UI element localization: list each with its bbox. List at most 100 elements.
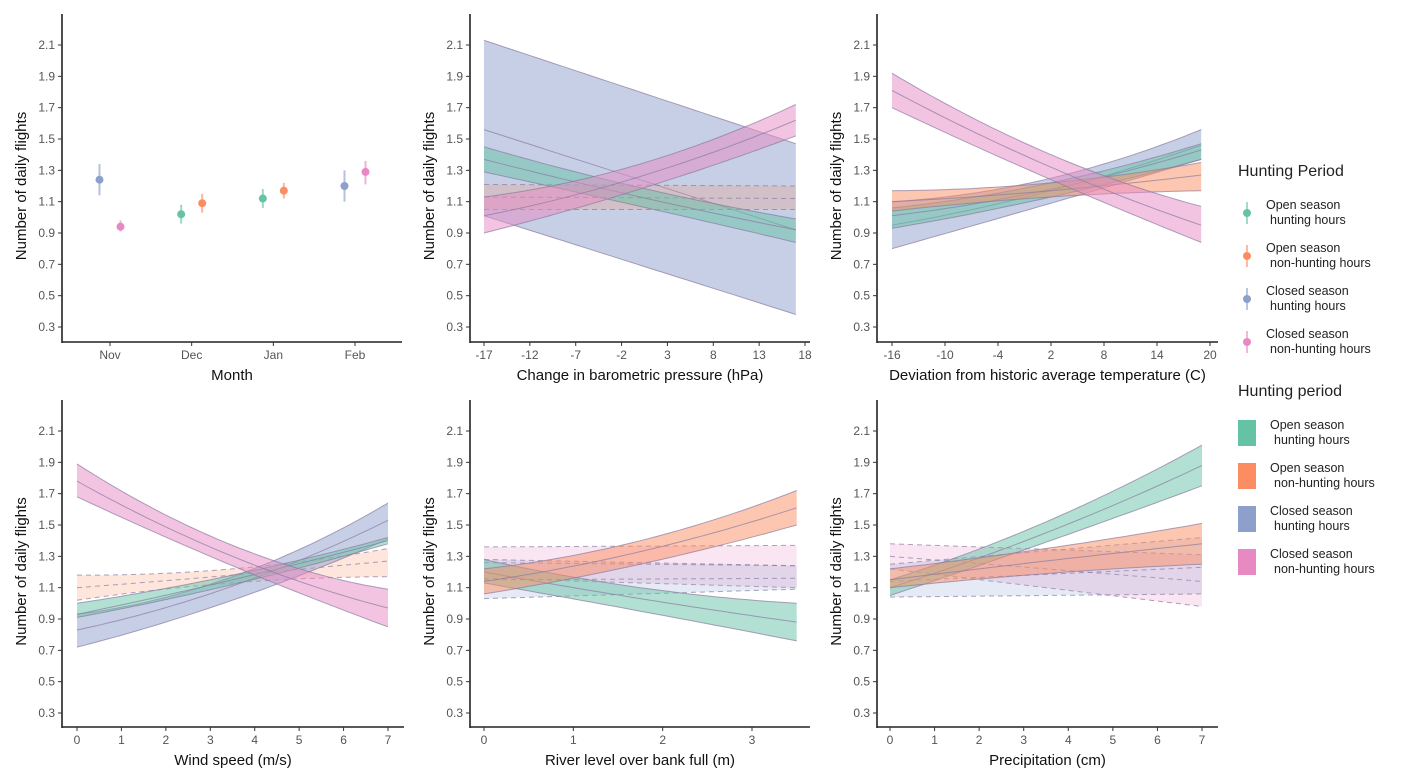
y-tick-label: 0.3 [38, 706, 55, 720]
legend-pointrange-glyph [1242, 244, 1252, 267]
legend-label-line1: Open season [1270, 417, 1345, 432]
y-tick-label: 1.9 [446, 69, 463, 83]
y-tick-label: 0.3 [446, 706, 463, 720]
y-tick-label: 0.7 [853, 643, 870, 657]
y-tick-label: 0.9 [446, 226, 463, 240]
upper-line [76, 548, 389, 576]
y-tick-label: 2.1 [446, 424, 463, 438]
confidence-band [892, 73, 1202, 243]
series-closed_nonhunting [483, 104, 797, 234]
y-tick-label: 2.1 [853, 424, 870, 438]
x-tick-label: 20 [1203, 348, 1217, 362]
y-tick-label: 0.7 [446, 643, 463, 657]
y-tick-label: 0.9 [853, 226, 870, 240]
y-tick-label: 0.7 [853, 257, 870, 271]
x-tick-label: Nov [99, 348, 120, 362]
y-tick-label: 1.5 [446, 132, 463, 146]
legend-label-line2: non-hunting hours [1274, 475, 1375, 490]
legend-title: Hunting Period [1238, 163, 1344, 180]
legend-fill: Hunting period Open season hunting hours O… [1238, 383, 1375, 583]
series-layer [483, 39, 797, 315]
x-tick-label: 1 [931, 733, 938, 747]
data-point [279, 186, 288, 195]
upper-line [483, 490, 797, 570]
series-layer [95, 160, 370, 232]
data-point [361, 167, 370, 176]
legend-label-line1: Closed season [1270, 546, 1353, 561]
y-tick-label: 0.5 [853, 289, 870, 303]
x-tick-label: 2 [163, 733, 170, 747]
x-tick-label: Jan [264, 348, 283, 362]
y-tick-label: 0.9 [38, 226, 55, 240]
x-tick-label: 0 [887, 733, 894, 747]
legend-item-closed_hunting: Closed season hunting hours [1238, 497, 1375, 540]
lower-line [889, 568, 1203, 607]
lower-line [483, 215, 796, 315]
panel-1: 0.3 0.5 0.7 0.9 1.1 1.3 1.5 1.7 1.9 2.1 Nov Dec Jan F… [13, 14, 402, 384]
x-tick-label: 13 [752, 348, 766, 362]
legend-label-line1: Closed season [1270, 503, 1353, 518]
y-tick-label: 1.5 [853, 132, 870, 146]
legend-label-line2: hunting hours [1274, 432, 1350, 447]
y-tick-label: 1.1 [446, 581, 463, 595]
y-tick-label: 1.1 [38, 581, 55, 595]
y-tick-label: 1.9 [853, 69, 870, 83]
x-tick-label: 1 [118, 733, 125, 747]
mean-line [891, 174, 1202, 203]
x-axis-title: River level over bank full (m) [545, 752, 735, 769]
legend-label-line1: Closed season [1266, 283, 1349, 298]
y-tick-label: 0.3 [853, 320, 870, 334]
legend-item-closed_hunting: Closed season hunting hours [1238, 277, 1371, 320]
x-tick-label: -12 [521, 348, 539, 362]
x-tick-label: 4 [251, 733, 258, 747]
x-tick-label: -2 [616, 348, 627, 362]
mean-line [76, 519, 389, 631]
x-tick-label: 18 [798, 348, 812, 362]
panel-6: 0.3 0.5 0.7 0.9 1.1 1.3 1.5 1.7 1.9 2.1 0 1 2 3 4 5 6 7 Pr… [828, 400, 1218, 769]
series-open_nonhunting [889, 522, 1203, 589]
y-tick-label: 0.3 [38, 320, 55, 334]
mean-line [483, 507, 797, 582]
x-tick-label: 2 [1048, 348, 1055, 362]
confidence-band [890, 523, 1202, 588]
confidence-band [77, 463, 388, 627]
panel-2: 0.3 0.5 0.7 0.9 1.1 1.3 1.5 1.7 1.9 2.1 -17 -12 -7 -2… [421, 14, 812, 384]
mean-line [76, 480, 389, 609]
legend-label-line2: non-hunting hours [1270, 255, 1371, 270]
y-tick-label: 1.7 [853, 101, 870, 115]
y-tick-label: 1.3 [853, 549, 870, 563]
panel-5: 0.3 0.5 0.7 0.9 1.1 1.3 1.5 1.7 1.9 2.1 0 1 2 3 River … [421, 400, 810, 769]
y-tick-label: 1.7 [38, 101, 55, 115]
upper-line [889, 522, 1203, 570]
y-tick-label: 1.7 [446, 487, 463, 501]
y-tick-label: 1.7 [446, 101, 463, 115]
x-tick-label: 3 [664, 348, 671, 362]
y-tick-label: 0.9 [38, 612, 55, 626]
data-point [95, 175, 104, 184]
legend-label-line2: hunting hours [1270, 298, 1346, 313]
lower-line [889, 563, 1203, 589]
series-layer [889, 444, 1203, 607]
data-point [340, 182, 349, 190]
lower-line [483, 135, 796, 234]
x-tick-label: -16 [883, 348, 901, 362]
y-tick-label: 0.5 [446, 289, 463, 303]
x-axis-title: Deviation from historic average temperat… [889, 367, 1206, 384]
mean-line [889, 566, 1203, 582]
lower-line [483, 577, 797, 589]
mean-line [891, 89, 1202, 226]
lower-line [889, 593, 1203, 598]
y-tick-label: 2.1 [853, 38, 870, 52]
mean-line [484, 577, 797, 581]
upper-line [483, 104, 797, 198]
legend-item-open_nonhunting: Open season non-hunting hours [1238, 454, 1375, 497]
legend-label-line2: non-hunting hours [1274, 561, 1375, 576]
legend-pointrange-glyph [1242, 330, 1252, 353]
lower-line [76, 543, 389, 618]
legend-label-line2: non-hunting hours [1270, 341, 1371, 356]
y-tick-label: 2.1 [38, 38, 55, 52]
x-tick-label: -17 [475, 348, 493, 362]
series-layer [76, 463, 389, 648]
confidence-band [484, 104, 796, 233]
series-closed_nonhunting [891, 72, 1202, 243]
